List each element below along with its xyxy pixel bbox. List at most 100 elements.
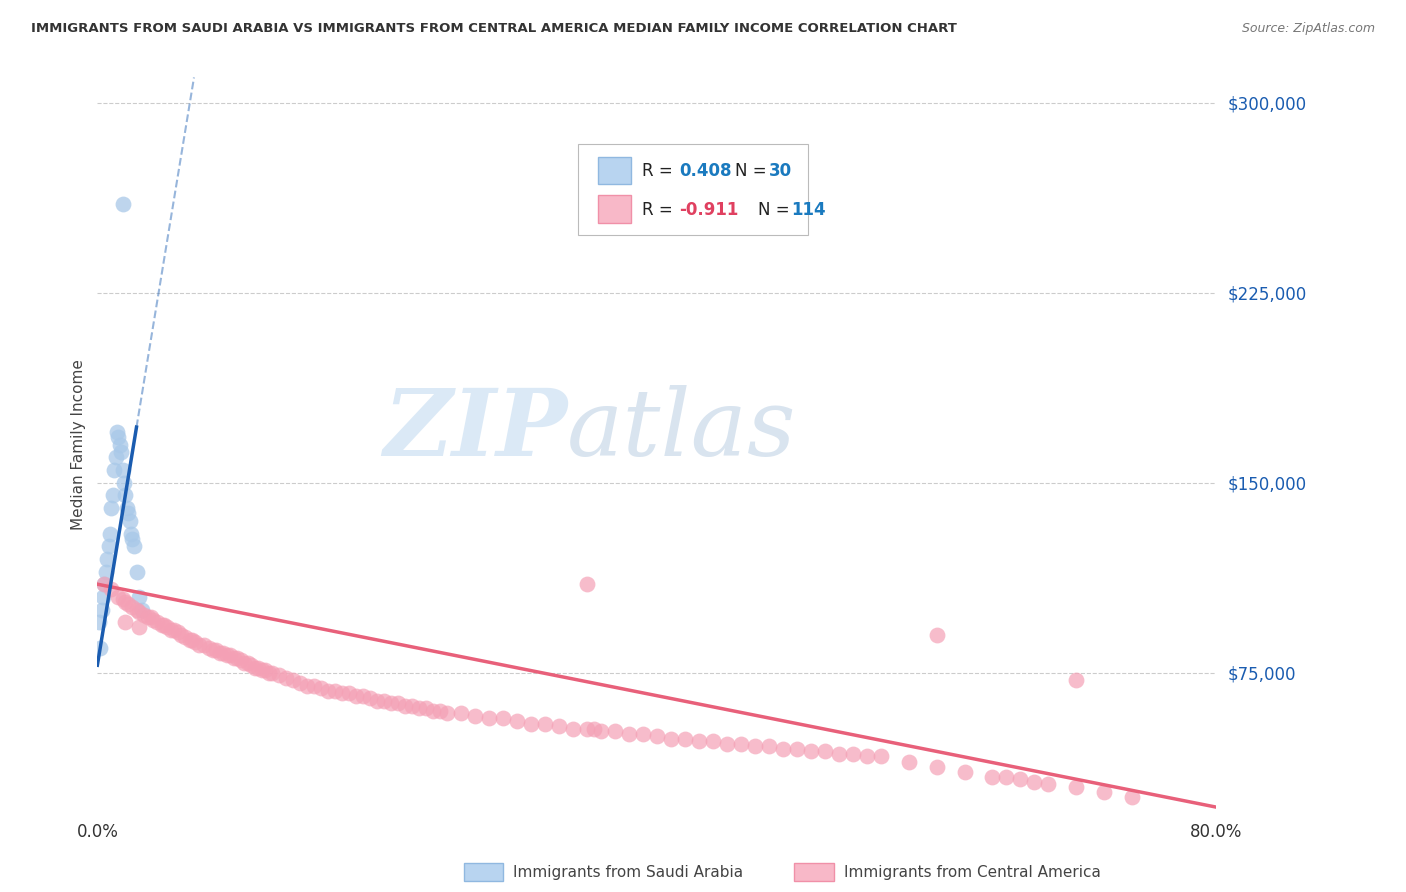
Point [111,592,134,607]
Point [91,590,114,604]
Point [121,532,143,546]
Point [105,425,128,439]
Point [219,648,242,662]
Text: atlas: atlas [567,385,797,475]
Point [659,731,682,746]
Point [408,701,430,715]
Point [179,632,201,647]
Point [1038,777,1060,791]
Point [111,463,134,477]
FancyBboxPatch shape [578,144,808,235]
Point [156,620,179,634]
Point [688,734,710,748]
Point [128,590,150,604]
Point [150,617,173,632]
Point [758,739,780,754]
Text: Immigrants from Saudi Arabia: Immigrants from Saudi Arabia [513,865,744,880]
Point [89,640,111,655]
Point [96,552,118,566]
Point [841,747,863,761]
Point [520,716,543,731]
Point [575,577,598,591]
Point [380,696,402,710]
Point [120,526,142,541]
Point [925,759,948,773]
Point [205,643,228,657]
Point [316,683,339,698]
Point [981,770,1004,784]
Point [212,646,235,660]
Point [117,598,139,612]
Point [415,701,437,715]
Point [233,656,256,670]
Point [436,706,458,721]
Point [772,742,794,756]
Point [103,463,125,477]
Point [118,514,141,528]
Point [800,744,823,758]
Point [202,643,225,657]
Point [170,628,193,642]
Point [114,488,136,502]
Point [953,764,976,779]
Point [121,599,143,614]
Point [645,729,668,743]
Text: N =: N = [758,201,794,219]
Point [429,704,451,718]
Point [450,706,472,721]
Point [114,615,136,630]
Point [224,650,246,665]
Point [582,722,605,736]
Point [217,648,239,662]
Point [373,694,395,708]
Point [93,577,115,591]
Point [125,602,148,616]
Point [855,749,877,764]
Point [101,488,124,502]
Point [1121,790,1143,805]
Point [589,724,612,739]
Text: 30: 30 [769,162,792,180]
Point [283,673,305,688]
Text: 0.408: 0.408 [679,162,731,180]
Point [94,565,117,579]
Text: ZIP: ZIP [382,385,567,475]
Text: R =: R = [643,201,678,219]
Point [128,620,150,634]
Point [181,632,204,647]
Point [897,755,920,769]
Point [90,602,112,616]
Point [295,679,318,693]
Point [160,623,183,637]
Point [114,595,136,609]
Point [1066,673,1088,688]
Point [575,722,598,736]
Point [142,613,165,627]
Point [814,744,837,758]
Point [139,610,162,624]
Point [673,731,696,746]
Point [110,445,132,459]
Point [98,526,121,541]
Point [394,698,416,713]
Point [786,742,808,756]
Point [238,656,260,670]
Point [198,640,221,655]
Point [603,724,626,739]
Point [309,681,332,695]
Point [104,450,127,465]
Point [107,590,129,604]
Point [492,711,515,725]
Point [344,689,367,703]
Point [125,565,148,579]
Point [561,722,583,736]
Point [869,749,891,764]
Point [240,658,263,673]
Point [387,696,409,710]
Point [534,716,557,731]
Point [262,665,284,680]
Point [115,501,138,516]
Point [276,671,298,685]
Point [153,617,176,632]
Point [259,665,281,680]
